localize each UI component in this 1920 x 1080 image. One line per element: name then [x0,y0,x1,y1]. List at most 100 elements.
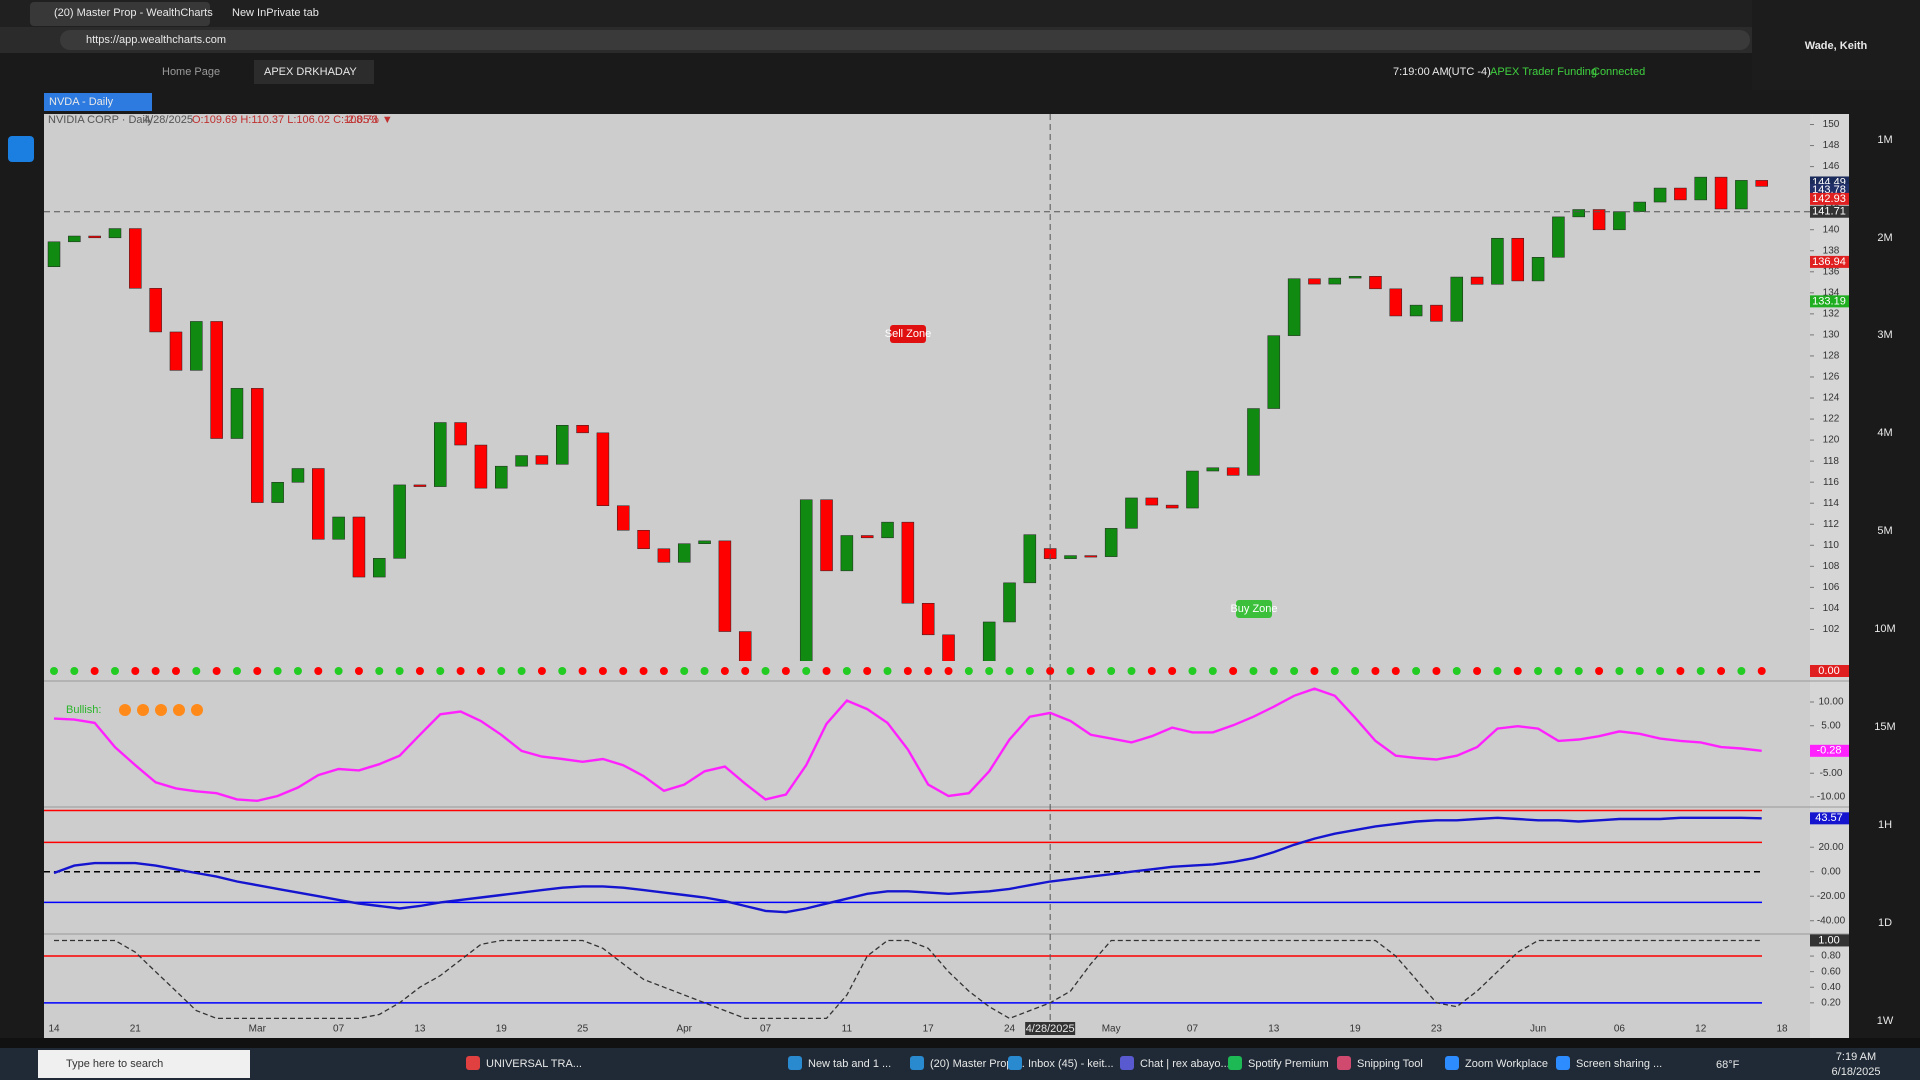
search-text[interactable]: Type here to search [66,1058,163,1070]
taskbar-app[interactable]: Screen sharing ... [1576,1058,1662,1070]
taskbar-app[interactable]: Zoom Workplace [1465,1058,1548,1070]
price-tag [1810,192,1849,205]
taskbar-app[interactable]: Inbox (45) - keit... [1028,1058,1114,1070]
signal-dot [436,667,445,675]
timeframe[interactable]: 1D [1878,917,1892,929]
y-tick-label: 104 [1823,603,1840,614]
candle [1714,176,1728,210]
signal-dot [1452,667,1461,675]
candle [820,499,833,572]
app-tab[interactable]: Home Page [162,66,220,78]
taskbar-app[interactable]: Spotify Premium [1248,1058,1329,1070]
signal-dot [822,667,831,675]
taskbar-icon[interactable] [1445,1056,1459,1070]
timezone: (UTC -4) [1448,66,1491,78]
signal-dot [1513,667,1522,675]
taskbar-icon[interactable] [1556,1056,1570,1070]
candle [1125,497,1138,529]
signal-dot [314,667,323,675]
tab-title[interactable]: (20) Master Prop - WealthCharts [54,7,213,19]
y-tick-label: -40.00 [1817,915,1846,926]
taskbar-app[interactable]: (20) Master Prop ... [930,1058,1025,1070]
signal-dot [334,667,343,675]
signal-dot [1107,667,1116,675]
candle [47,241,61,267]
timeframe[interactable]: 4M [1877,427,1892,439]
candle [1633,201,1646,212]
weather[interactable]: 68°F [1716,1059,1740,1071]
candle [88,235,101,239]
candle [637,529,650,550]
x-tick-label: 21 [130,1024,142,1035]
signal-dot [1290,667,1299,675]
add-button[interactable] [8,136,34,162]
indicator-line [53,816,1762,914]
candle [149,288,162,333]
taskbar-app[interactable]: New tab and 1 ... [808,1058,891,1070]
signal-dot [1412,667,1421,675]
signal-dot [1676,667,1685,675]
signal-dot [720,667,729,675]
symbol-tab[interactable] [44,93,152,111]
search-box[interactable] [38,1050,250,1078]
timeframe[interactable]: 15M [1874,721,1895,733]
url-field[interactable] [60,30,1750,50]
url[interactable]: https://app.wealthcharts.com [86,34,226,46]
x-tick-label: 24 [1004,1024,1016,1035]
symbol-tab-label[interactable]: NVDA - Daily [49,96,114,108]
x-tick-label: 4/28/2025 [1026,1023,1075,1035]
taskbar-icon[interactable] [1228,1056,1242,1070]
app-tab[interactable]: APEX DRKHADAY [264,66,357,78]
timeframe[interactable]: 2M [1877,232,1892,244]
signal-dot [1595,667,1604,675]
candle [312,468,325,540]
y-tick-label: 0.00 [1821,866,1841,877]
signal-dot [700,667,709,675]
bullish-label: Bullish: [66,704,101,716]
signal-dot [903,667,912,675]
taskbar-icon[interactable] [910,1056,924,1070]
left-toolbar [0,90,44,1038]
signal-dot [537,667,546,675]
signal-dot [863,667,872,675]
candle [1003,582,1016,623]
y-tick-label: 126 [1823,372,1840,383]
signal-dot [558,667,567,675]
timeframe[interactable]: 5M [1877,525,1892,537]
tab[interactable] [30,2,210,26]
timeframe[interactable]: 3M [1877,329,1892,341]
x-tick-label: Mar [249,1024,267,1035]
timeframe[interactable]: 1W [1877,1015,1894,1027]
taskbar-icon[interactable] [1120,1056,1134,1070]
timeframe[interactable]: 1H [1878,819,1892,831]
x-tick-label: 17 [923,1024,935,1035]
signal-dot [110,667,119,675]
timeframe[interactable]: 10M [1874,623,1895,635]
taskbar-app[interactable]: Chat | rex abayo... [1140,1058,1230,1070]
taskbar-app[interactable]: UNIVERSAL TRA... [486,1058,582,1070]
x-tick-label: Jun [1530,1024,1546,1035]
signal-dot [171,667,180,675]
candle [799,499,813,661]
active-tab[interactable] [254,60,374,84]
signal-dot [1025,667,1034,675]
tab-title[interactable]: New InPrivate tab [232,7,319,19]
y-tick-label: 128 [1823,351,1840,362]
y-tick-label: 130 [1823,330,1840,341]
symbol: NVIDIA CORP · Daily [48,114,153,126]
signal-dot [375,667,384,675]
candle [434,422,447,487]
taskbar-icon[interactable] [466,1056,480,1070]
signal-dot [1046,667,1055,675]
taskbar-icon[interactable] [1008,1056,1022,1070]
signal-dot [842,667,851,675]
account[interactable]: APEX Trader Funding [1490,66,1597,78]
timeframe[interactable]: 1M [1877,134,1892,146]
y-tick-label: 0.60 [1821,966,1841,977]
candle [1694,176,1707,201]
profile[interactable]: Wade, Keith [1805,40,1868,52]
taskbar-app[interactable]: Snipping Tool [1357,1058,1423,1070]
taskbar-icon[interactable] [1337,1056,1351,1070]
taskbar-icon[interactable] [788,1056,802,1070]
